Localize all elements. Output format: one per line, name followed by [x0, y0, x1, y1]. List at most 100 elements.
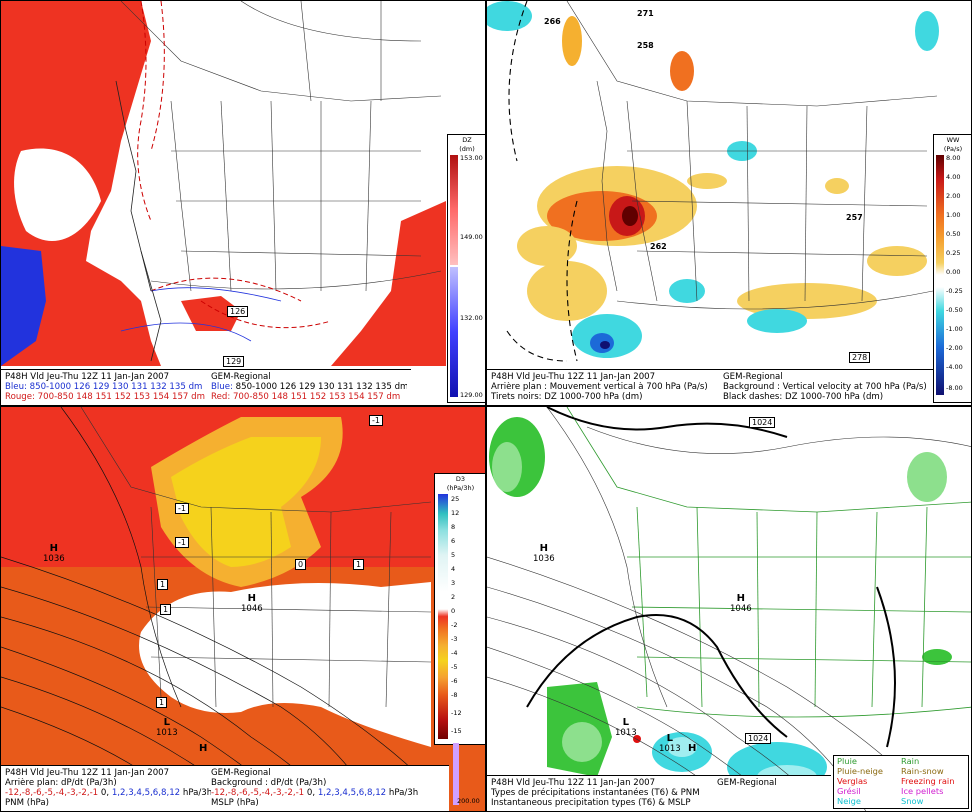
vertical-velocity-map — [487, 1, 971, 405]
legend-item: Ice pellets — [901, 786, 944, 796]
tendency-label: -1 — [369, 415, 383, 426]
colorbar-tick: 12 — [451, 509, 460, 517]
colorbar-tick: 1.00 — [946, 211, 961, 219]
precipitation-type-map — [487, 407, 971, 811]
colorbar-tick: -15 — [451, 727, 462, 735]
caption-unit-en: hPa/3h — [388, 788, 419, 798]
pressure-center-value: 1013 — [659, 744, 681, 754]
vertical-velocity-caption: P48H Vld Jeu-Thu 12Z 11 Jan-Jan 2007 GEM-… — [487, 369, 933, 405]
thickness-label: 266 — [544, 17, 561, 26]
caption-description-en: Instantaneous precipitation types (T6) &… — [491, 798, 691, 808]
high-pressure-center: H 1046 — [241, 593, 263, 615]
colorbar-tick: -2.00 — [946, 344, 963, 352]
thickness-label-126: 126 — [227, 306, 249, 317]
tendency-label: -1 — [175, 537, 189, 548]
colorbar-tick: -0.25 — [946, 287, 963, 295]
caption-valid-time: P48H Vld Jeu-Thu 12Z 11 Jan-Jan 2007 — [5, 768, 170, 778]
colorbar-tick: 0 — [451, 607, 456, 615]
high-pressure-center: H — [688, 743, 696, 754]
colorbar-tick: -5 — [451, 663, 458, 671]
low-pressure-center: L 1013 — [659, 733, 681, 755]
colorbar-tick: 3 — [451, 579, 456, 587]
pressure-center-type: H — [199, 743, 208, 754]
colorbar-tick: 4.00 — [946, 173, 961, 181]
isobar-label: 1024 — [745, 733, 772, 744]
colorbar-unit: (hPa/3h) — [446, 484, 475, 492]
colorbar-title: D3 — [455, 475, 466, 483]
colorbar-tick: 8 — [451, 523, 456, 531]
caption-background-en: Background : dP/dt (Pa/3h) — [211, 778, 327, 788]
colorbar-tick: -8 — [451, 691, 458, 699]
colorbar-tick: 0.25 — [946, 249, 961, 257]
caption-unit-fr: hPa/3h — [182, 788, 211, 798]
low-pressure-center: L 1013 — [615, 717, 637, 739]
caption-negative-levels-en: -12,-8,-6,-5,-4,-3,-2,-1 — [211, 788, 305, 798]
caption-red-label-en: Red: — [211, 392, 231, 402]
legend-item: Freezing rain — [901, 776, 955, 786]
colorbar-tick: -2 — [451, 621, 458, 629]
caption-background-fr: Arrière plan: dP/dt (Pa/3h) — [5, 778, 117, 788]
tendency-label: 1 — [160, 604, 172, 615]
colorbar-tick: 149.00 — [460, 233, 483, 241]
pressure-center-value: 1036 — [533, 554, 555, 564]
caption-negative-levels-fr: -12,-8,-6,-5,-4,-3,-2,-1 — [5, 788, 99, 798]
pressure-center-value: 1046 — [730, 604, 752, 614]
pressure-center-type: L — [622, 717, 629, 728]
panel-pressure-tendency-map: -1 -1 1 1 0 1 -1 1 H 1036 H 1046 L 1013 H D… — [0, 406, 486, 812]
neutral-tendency-area — [139, 582, 431, 747]
high-pressure-center: H 1046 — [730, 593, 752, 615]
legend-item: Neige — [837, 796, 861, 806]
thickness-label: 271 — [637, 9, 654, 18]
tendency-label: -1 — [175, 503, 189, 514]
caption-dashes-en: Black dashes: DZ 1000-700 hPa (dm) — [723, 392, 884, 402]
caption-red-label-fr: Rouge: — [5, 392, 35, 402]
high-pressure-center: H 1036 — [533, 543, 555, 565]
tendency-label: 1 — [157, 579, 169, 590]
colorbar-tick: 0.00 — [946, 268, 961, 276]
colorbar-tick: -4 — [451, 649, 458, 657]
colorbar-tick: 25 — [451, 495, 460, 503]
caption-model: GEM-Regional — [211, 372, 271, 382]
colorbar-unit: (dm) — [459, 145, 475, 153]
colorbar-tick: 8.00 — [946, 154, 961, 162]
pressure-tendency-map — [1, 407, 485, 811]
caption-blue-values-en: 850-1000 126 129 130 131 132 135 dm — [235, 382, 407, 392]
colorbar-tick: 132.00 — [460, 314, 483, 322]
isobar-label: 1024 — [749, 417, 776, 428]
colorbar-tick: -4.00 — [946, 363, 963, 371]
pressure-center-type: H — [49, 543, 58, 554]
colorbar-tick: -0.50 — [946, 306, 963, 314]
colorbar-tick: 153.00 — [460, 154, 483, 162]
colorbar-tick: -3 — [451, 635, 458, 643]
legend-item: Snow — [901, 796, 924, 806]
tendency-label: 1 — [353, 559, 365, 570]
legend-item: Verglas — [837, 776, 868, 786]
pressure-center-value: 1036 — [43, 554, 65, 564]
thickness-label: 257 — [846, 213, 863, 222]
precipitation-type-legend: Pluie Rain Pluie-neige Rain-snow Verglas… — [833, 755, 969, 809]
thickness-label: 258 — [637, 41, 654, 50]
thickness-label-129: 129 — [223, 356, 245, 367]
caption-valid-time: P48H Vld Jeu-Thu 12Z 11 Jan-Jan 2007 — [491, 372, 656, 382]
pressure-center-value: 1013 — [615, 728, 637, 738]
colorbar-tick: 2.00 — [946, 192, 961, 200]
caption-red-values-en: 700-850 148 151 152 153 154 157 dm — [232, 392, 401, 402]
caption-valid-time: P48H Vld Jeu-Thu 12Z 11 Jan-Jan 2007 — [491, 778, 656, 788]
caption-blue-label-en: Blue: — [211, 382, 233, 392]
panel-thickness-map: 126 129 DZ (dm) 153.00 149.00 132.00 129… — [0, 0, 486, 406]
precipitation-type-caption: P48H Vld Jeu-Thu 12Z 11 Jan-Jan 2007 GEM-… — [487, 775, 831, 811]
pressure-center-type: L — [666, 733, 673, 744]
caption-pressure-fr: PNM (hPa) — [5, 798, 49, 808]
high-pressure-center: H — [199, 743, 207, 754]
caption-positive-levels-en: 1,2,3,4,5,6,8,12 — [317, 788, 387, 798]
caption-description-fr: Types de précipitations instantanées (T6… — [491, 788, 700, 798]
legend-item: Grésil — [837, 786, 861, 796]
caption-red-values-fr: 700-850 148 151 152 153 154 157 dm — [37, 392, 205, 402]
caption-model: GEM-Regional — [211, 768, 271, 778]
tendency-label: 0 — [295, 559, 307, 570]
colorbar-tick: 4 — [451, 565, 456, 573]
panel-vertical-velocity-map: 266 271 258 257 262 278 WW (Pa/s) 8.00 4… — [486, 0, 972, 406]
colorbar-tick: 5 — [451, 551, 456, 559]
thickness-colorbar: DZ (dm) 153.00 149.00 132.00 129.00 — [447, 134, 485, 403]
caption-valid-time: P48H Vld Jeu-Thu 12Z 11 Jan-Jan 2007 — [5, 372, 170, 382]
